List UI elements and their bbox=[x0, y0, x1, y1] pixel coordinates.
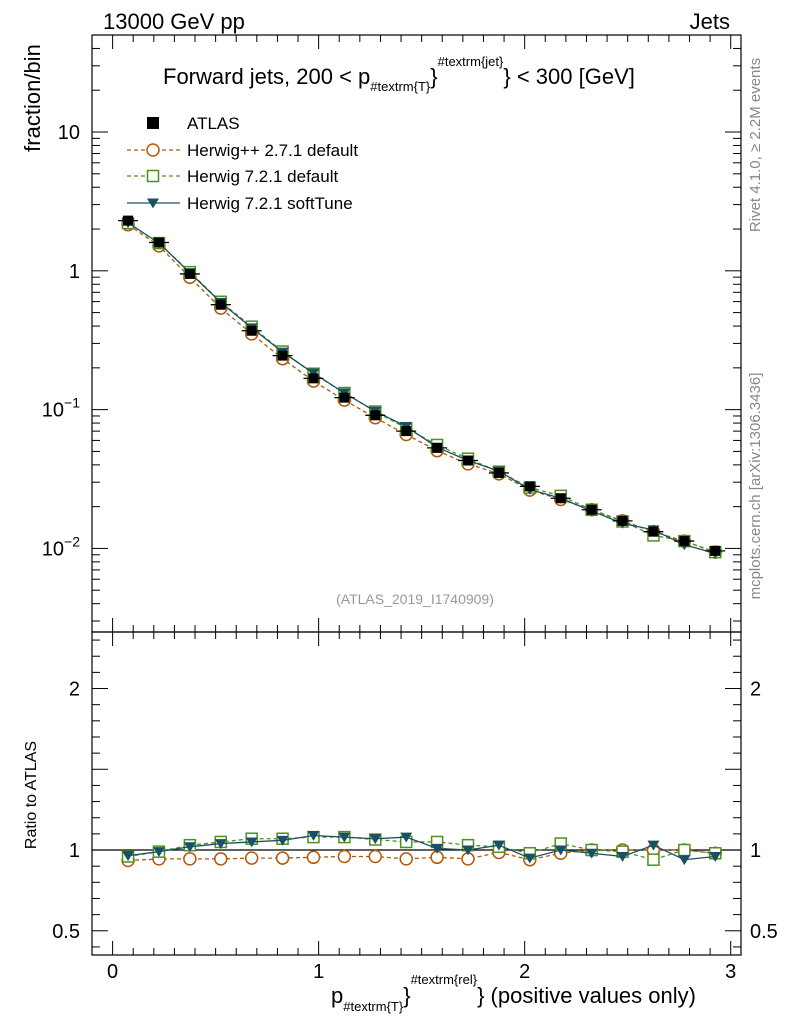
data-point bbox=[245, 837, 258, 848]
data-point bbox=[147, 117, 159, 129]
x-axis-label: p#textrm{T}}#textrm{rel}} (positive valu… bbox=[331, 972, 696, 1014]
data-point bbox=[709, 851, 722, 862]
data-point bbox=[399, 852, 413, 866]
ratio-tick-label-right: 2 bbox=[750, 679, 761, 701]
data-point bbox=[307, 830, 320, 841]
process-label: Jets bbox=[690, 9, 730, 34]
data-point bbox=[647, 853, 660, 866]
data-point bbox=[338, 832, 351, 843]
legend-label: Herwig 7.2.1 softTune bbox=[187, 194, 353, 213]
data-point bbox=[586, 504, 597, 515]
data-point bbox=[400, 832, 413, 843]
chart-title: Forward jets, 200 < p#textrm{T}}#textrm{… bbox=[163, 54, 635, 94]
legend-entry: Herwig 7.2.1 softTune bbox=[127, 194, 353, 213]
series-atlas bbox=[118, 215, 726, 556]
data-point bbox=[678, 855, 691, 866]
ratio-tick-label-right: 1 bbox=[750, 840, 761, 862]
data-point bbox=[183, 842, 196, 853]
data-point bbox=[147, 198, 159, 209]
data-point bbox=[555, 493, 566, 504]
ratio-y-axis-label: Ratio to ATLAS bbox=[23, 741, 40, 849]
x-tick-label: 3 bbox=[725, 961, 736, 983]
y-tick-label: 10−2 bbox=[42, 533, 80, 560]
data-point bbox=[710, 545, 721, 556]
y-axis-label: fraction/bin bbox=[20, 44, 45, 152]
ratio-plot-frame bbox=[91, 631, 742, 956]
series-herwig-2-7-1-default bbox=[121, 217, 722, 868]
data-point bbox=[123, 215, 134, 226]
series-line bbox=[127, 222, 716, 553]
data-point bbox=[401, 426, 412, 437]
data-point bbox=[276, 835, 289, 846]
data-point bbox=[215, 299, 226, 310]
data-point bbox=[214, 839, 227, 849]
ratio-tick-label-left: 0.5 bbox=[52, 921, 80, 943]
data-point bbox=[679, 536, 690, 547]
data-point bbox=[122, 851, 135, 862]
ratio-tick-label-right: 0.5 bbox=[750, 921, 778, 943]
data-point bbox=[678, 843, 691, 857]
energy-label: 13000 GeV pp bbox=[103, 9, 245, 34]
ratio-series-line bbox=[127, 834, 716, 861]
x-tick-label: 0 bbox=[107, 961, 118, 983]
data-point bbox=[431, 843, 444, 854]
legend-label: ATLAS bbox=[187, 114, 240, 133]
data-point bbox=[152, 847, 165, 858]
data-point bbox=[647, 840, 660, 851]
data-point bbox=[244, 851, 259, 865]
tick-labels: 0 1 2 3 10 1 10−1 10−2 0.5 0.5 1 1 2 2 bbox=[42, 122, 778, 983]
legend-label: Herwig 7.2.1 default bbox=[187, 167, 338, 186]
data-point bbox=[524, 481, 535, 492]
series-line bbox=[127, 222, 716, 554]
data-point bbox=[277, 350, 288, 361]
data-point bbox=[306, 850, 321, 865]
data-point bbox=[184, 268, 195, 279]
legend-label: Herwig++ 2.7.1 default bbox=[187, 141, 358, 160]
data-point bbox=[146, 169, 160, 183]
legend-entry: Herwig++ 2.7.1 default bbox=[127, 141, 358, 160]
legend: ATLAS Herwig++ 2.7.1 default Herwig 7.2.1 … bbox=[127, 114, 358, 213]
data-point bbox=[523, 853, 536, 864]
data-point bbox=[246, 325, 257, 336]
data-point bbox=[617, 515, 628, 526]
series-herwig-7-2-1-softtune bbox=[122, 218, 722, 866]
legend-entry: ATLAS bbox=[147, 114, 240, 133]
ratio-tick-label-left: 1 bbox=[69, 840, 80, 862]
y-tick-label: 1 bbox=[69, 261, 80, 283]
data-point bbox=[463, 455, 474, 466]
data-point bbox=[493, 467, 504, 478]
data-point bbox=[462, 845, 475, 856]
rivet-info: Rivet 4.1.0, ≥ 2.2M events bbox=[747, 58, 764, 232]
data-point bbox=[370, 410, 381, 421]
y-tick-label: 10 bbox=[58, 122, 80, 144]
data-point bbox=[153, 237, 164, 248]
data-point bbox=[368, 849, 383, 864]
mcplots-info: mcplots.cern.ch [arXiv:1306.3436] bbox=[747, 373, 764, 600]
data-point bbox=[308, 373, 319, 384]
data-point bbox=[339, 392, 350, 403]
legend-entry: Herwig 7.2.1 default bbox=[127, 167, 338, 186]
data-point bbox=[432, 442, 443, 453]
data-point bbox=[492, 840, 505, 851]
data-point bbox=[275, 851, 290, 865]
ratio-tick-label-left: 2 bbox=[69, 679, 80, 701]
x-tick-label: 1 bbox=[313, 961, 324, 983]
series-layer bbox=[118, 215, 726, 868]
data-point bbox=[146, 143, 160, 157]
analysis-watermark: (ATLAS_2019_I1740909) bbox=[336, 591, 494, 607]
data-point bbox=[616, 851, 629, 862]
x-tick-label: 2 bbox=[519, 961, 530, 983]
data-point bbox=[554, 845, 567, 856]
data-point bbox=[214, 852, 228, 866]
axis-ticks bbox=[92, 34, 741, 955]
data-point bbox=[337, 849, 352, 864]
data-point bbox=[648, 526, 659, 537]
series-line bbox=[127, 224, 716, 553]
data-point bbox=[183, 852, 197, 866]
series-herwig-7-2-1-default bbox=[121, 216, 722, 866]
data-point bbox=[585, 848, 598, 859]
y-tick-label: 10−1 bbox=[42, 395, 80, 422]
data-point bbox=[369, 834, 382, 845]
